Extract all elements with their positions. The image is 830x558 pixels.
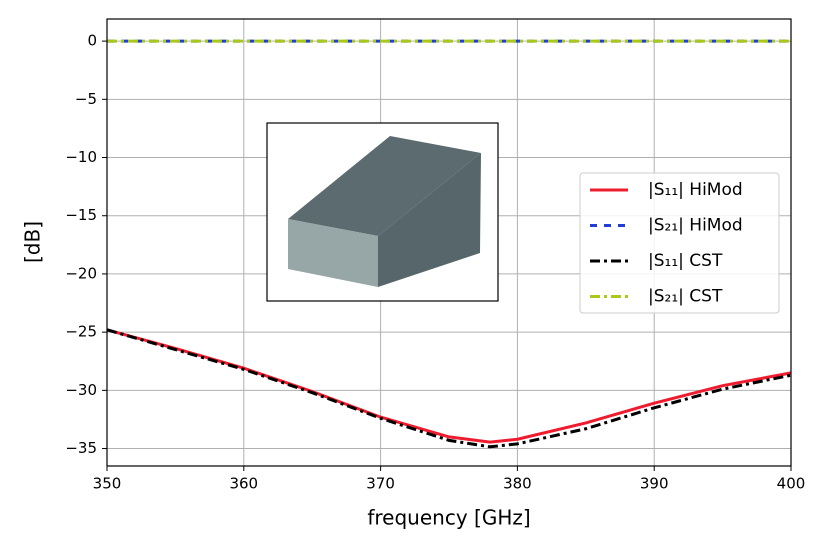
- x-tick-label: 380: [503, 475, 532, 493]
- series-line: [106, 328, 792, 449]
- x-tick-label: 390: [640, 475, 669, 493]
- legend-label: |S₁₁| CST: [648, 251, 723, 271]
- x-tick-label: 350: [93, 475, 122, 493]
- y-tick-label: −10: [65, 148, 97, 166]
- y-tick-label: −15: [65, 206, 97, 224]
- series-line: [106, 328, 792, 444]
- y-tick-label: 0: [87, 32, 97, 50]
- y-axis-label: [dB]: [21, 221, 45, 263]
- inset-image: [266, 122, 499, 302]
- legend: |S₁₁| HiMod |S₂₁| HiMod |S₁₁| CST |S₂₁| CST: [579, 172, 780, 314]
- x-axis-label: frequency [GHz]: [367, 506, 530, 530]
- y-tick-label: −20: [65, 264, 97, 282]
- legend-label: |S₁₁| HiMod: [648, 180, 743, 200]
- x-tick-label: 370: [366, 475, 395, 493]
- legend-label: |S₂₁| CST: [648, 287, 723, 307]
- y-tick-label: −25: [65, 323, 97, 341]
- axes-frame: [106, 18, 792, 467]
- y-tick-label: −30: [65, 381, 97, 399]
- y-tick-label: −5: [75, 90, 97, 108]
- legend-label: |S₂₁| HiMod: [648, 216, 743, 236]
- plot-lines: [106, 39, 792, 449]
- x-tick-label: 400: [777, 475, 806, 493]
- y-tick-label: −35: [65, 439, 97, 457]
- x-tick-label: 360: [229, 475, 258, 493]
